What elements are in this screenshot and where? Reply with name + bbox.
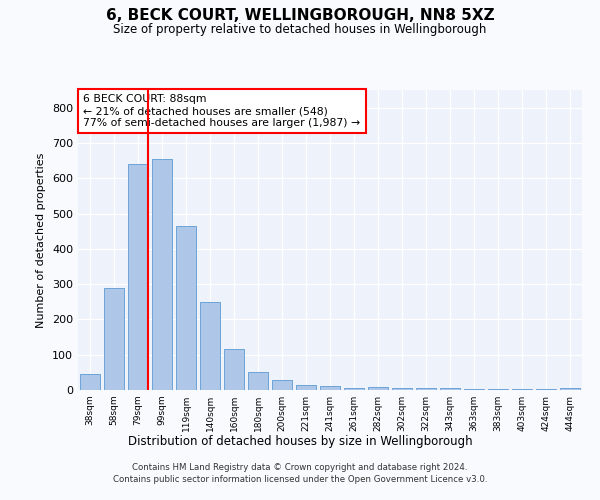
- Text: Contains public sector information licensed under the Open Government Licence v3: Contains public sector information licen…: [113, 475, 487, 484]
- Text: 6, BECK COURT, WELLINGBOROUGH, NN8 5XZ: 6, BECK COURT, WELLINGBOROUGH, NN8 5XZ: [106, 8, 494, 22]
- Bar: [104, 288, 124, 390]
- Text: Size of property relative to detached houses in Wellingborough: Size of property relative to detached ho…: [113, 22, 487, 36]
- Bar: [416, 388, 436, 390]
- Y-axis label: Number of detached properties: Number of detached properties: [37, 152, 46, 328]
- Bar: [128, 164, 148, 390]
- Bar: [248, 372, 268, 390]
- Bar: [392, 388, 412, 390]
- Bar: [560, 388, 580, 390]
- Text: Contains HM Land Registry data © Crown copyright and database right 2024.: Contains HM Land Registry data © Crown c…: [132, 464, 468, 472]
- Bar: [152, 159, 172, 390]
- Bar: [80, 374, 100, 390]
- Text: Distribution of detached houses by size in Wellingborough: Distribution of detached houses by size …: [128, 435, 472, 448]
- Bar: [296, 384, 316, 390]
- Bar: [200, 302, 220, 390]
- Bar: [464, 389, 484, 390]
- Bar: [224, 350, 244, 390]
- Bar: [176, 226, 196, 390]
- Bar: [344, 388, 364, 390]
- Text: 6 BECK COURT: 88sqm
← 21% of detached houses are smaller (548)
77% of semi-detac: 6 BECK COURT: 88sqm ← 21% of detached ho…: [83, 94, 360, 128]
- Bar: [368, 387, 388, 390]
- Bar: [320, 386, 340, 390]
- Bar: [440, 388, 460, 390]
- Bar: [272, 380, 292, 390]
